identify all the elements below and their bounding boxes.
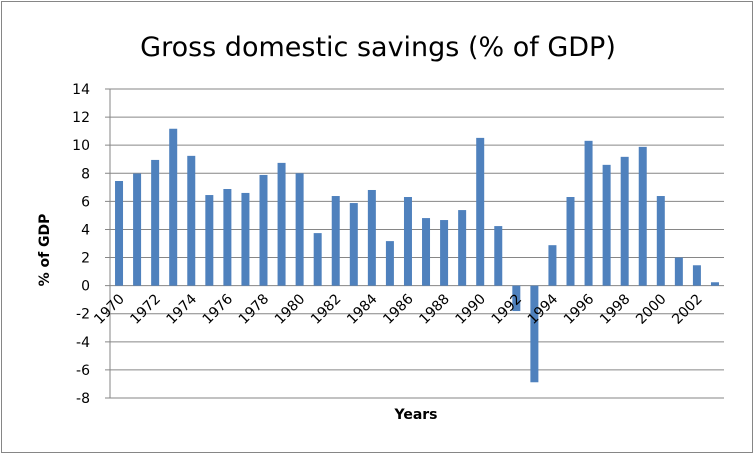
x-tick-label: 1998 — [597, 291, 634, 328]
bar-1979 — [277, 162, 286, 286]
bar-1983 — [349, 203, 358, 286]
bar-2002 — [692, 265, 701, 286]
x-tick-label: 1984 — [344, 291, 381, 328]
y-tick-label: -6 — [76, 363, 90, 379]
bar-1985 — [385, 241, 394, 286]
y-tick-label: 12 — [72, 110, 90, 126]
x-tick-label: 1972 — [127, 291, 164, 328]
x-tick-label: 1986 — [380, 291, 417, 328]
bar-1997 — [602, 164, 611, 286]
y-tick-label: 4 — [81, 222, 90, 238]
bar-1998 — [620, 156, 629, 286]
y-tick-label: 14 — [72, 82, 90, 98]
bar-1980 — [295, 173, 304, 286]
bar-1972 — [151, 159, 160, 286]
y-tick-label: 0 — [81, 279, 90, 295]
x-tick-label: 1994 — [525, 291, 562, 328]
bar-1992 — [512, 285, 521, 312]
bar-1977 — [241, 192, 250, 286]
bar-1991 — [494, 226, 503, 286]
x-tick-label: 1982 — [308, 291, 345, 328]
bar-1988 — [440, 220, 449, 286]
bar-1974 — [187, 155, 196, 286]
x-tick-label: 2002 — [669, 291, 706, 328]
bar-1986 — [403, 197, 412, 286]
bar-1984 — [367, 189, 376, 286]
y-tick-label: -8 — [76, 391, 90, 407]
bar-1975 — [205, 195, 214, 286]
bar-1994 — [548, 245, 557, 286]
y-tick-label: -2 — [76, 307, 90, 323]
bar-2000 — [656, 196, 665, 286]
x-tick-label: 1980 — [272, 291, 309, 328]
bar-1982 — [331, 196, 340, 286]
x-tick-label: 2000 — [633, 291, 670, 328]
chart-title: Gross domestic savings (% of GDP) — [140, 32, 616, 63]
bar-1978 — [259, 174, 268, 286]
x-tick-label: 1988 — [416, 291, 453, 328]
x-axis-label: Years — [393, 407, 437, 423]
bar-1976 — [223, 189, 232, 286]
bar-1999 — [638, 146, 647, 286]
y-tick-label: -4 — [76, 335, 90, 351]
x-tick-label: 1990 — [453, 291, 490, 328]
y-tick-label: 10 — [72, 138, 90, 154]
bar-1993 — [530, 285, 539, 383]
bar-1971 — [133, 173, 142, 286]
bar-1990 — [476, 137, 485, 286]
bar-1981 — [313, 233, 322, 286]
bar-1996 — [584, 140, 593, 286]
y-tick-label: 2 — [81, 251, 90, 267]
bar-1970 — [115, 180, 124, 286]
bar-1973 — [169, 128, 178, 286]
bar-1995 — [566, 197, 575, 286]
y-tick-label: 8 — [81, 166, 90, 182]
y-tick-label: 6 — [81, 194, 90, 210]
bar-1989 — [458, 210, 467, 286]
x-tick-label: 1996 — [561, 291, 598, 328]
x-tick-label: 1974 — [164, 291, 201, 328]
bar-2003 — [710, 282, 719, 286]
bar-2001 — [674, 257, 683, 286]
x-tick-label: 1978 — [236, 291, 273, 328]
bar-1987 — [422, 218, 431, 286]
y-axis-label: % of GDP — [37, 214, 53, 287]
x-tick-label: 1976 — [200, 291, 237, 328]
